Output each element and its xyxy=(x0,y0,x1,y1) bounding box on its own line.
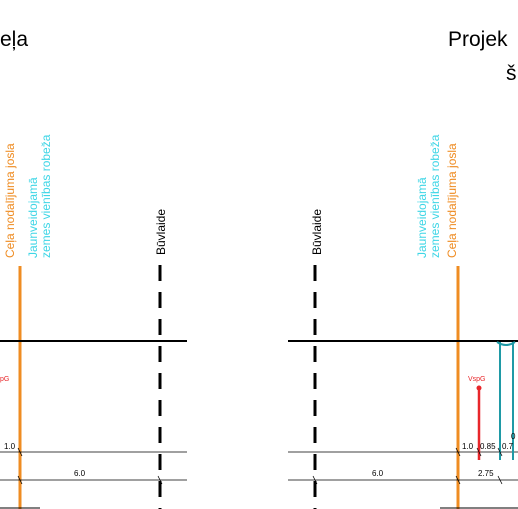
right-dim-4: 0 xyxy=(511,432,516,441)
left-tick xyxy=(157,475,163,485)
right-tick xyxy=(312,475,318,485)
left-building-line-label: Būvlaide xyxy=(154,209,168,255)
right-tick xyxy=(455,447,461,457)
right-title-fragment-2: š xyxy=(506,62,517,85)
left-new-boundary-label-1: Jaunveidojamā xyxy=(26,177,40,258)
right-tick xyxy=(476,447,482,457)
right-building-line-label: Būvlaide xyxy=(310,209,324,255)
right-road-strip-label: Ceļa nodalījuma josla xyxy=(445,143,459,258)
right-dim-5: 6.0 xyxy=(372,469,384,478)
left-new-boundary-label-2: zemes vienības robeža xyxy=(39,134,53,258)
left-tick xyxy=(17,475,23,485)
right-barrier-top xyxy=(496,341,516,346)
right-dim-6: 2.75 xyxy=(478,469,494,478)
left-title-fragment: eļa xyxy=(0,28,28,51)
left-vspg-label: pG xyxy=(0,376,9,383)
right-title-fragment: Projek xyxy=(448,28,508,51)
left-dim-2: 6.0 xyxy=(74,469,86,478)
right-dim-3: 0.7 xyxy=(502,442,514,451)
right-vspg-label: VspG xyxy=(468,376,486,383)
left-tick xyxy=(17,447,23,457)
right-tick xyxy=(497,447,503,457)
right-vspg-post-head xyxy=(476,385,482,391)
right-new-boundary-label-1: Jaunveidojamā xyxy=(415,177,429,258)
right-tick xyxy=(455,475,461,485)
left-road-strip-label: Ceļa nodalījuma josla xyxy=(3,143,17,258)
right-tick xyxy=(497,475,503,485)
left-dim-1: 1.0 xyxy=(4,442,16,451)
right-dim-2: 0.85 xyxy=(480,442,496,451)
right-dim-1: 1.0 xyxy=(462,442,474,451)
right-new-boundary-label-2: zemes vienības robeža xyxy=(428,134,442,258)
